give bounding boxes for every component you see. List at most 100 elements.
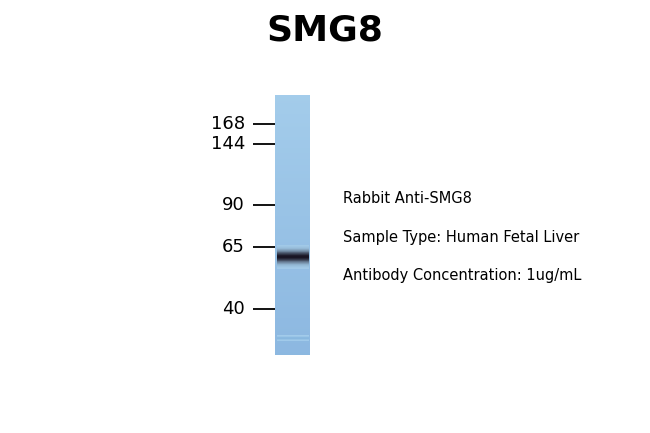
Bar — [275, 226, 311, 227]
Bar — [275, 236, 311, 237]
Bar — [275, 351, 311, 352]
Bar — [275, 230, 311, 231]
Bar — [275, 193, 311, 194]
Text: 40: 40 — [222, 301, 245, 318]
Bar — [275, 265, 311, 266]
Bar — [275, 213, 311, 214]
Bar — [275, 271, 311, 272]
Bar — [275, 346, 311, 347]
Bar — [275, 337, 311, 338]
Bar — [275, 320, 311, 321]
Bar — [275, 274, 311, 275]
Bar — [275, 115, 311, 116]
Bar — [275, 332, 311, 333]
Bar — [275, 256, 311, 257]
Bar — [275, 343, 311, 344]
Bar — [275, 264, 311, 265]
Bar — [275, 210, 311, 211]
Bar — [275, 336, 311, 337]
Bar — [275, 158, 311, 159]
Bar — [275, 284, 311, 285]
Bar — [275, 338, 311, 339]
Bar — [275, 195, 311, 196]
Bar — [275, 100, 311, 101]
Bar — [275, 120, 311, 121]
Bar — [275, 144, 311, 145]
Bar — [275, 181, 311, 182]
Bar — [275, 156, 311, 157]
Bar — [275, 203, 311, 204]
Bar — [275, 151, 311, 152]
Bar — [275, 249, 311, 250]
Bar — [275, 311, 311, 312]
Bar — [275, 287, 311, 288]
Bar — [275, 202, 311, 203]
Bar — [275, 349, 311, 350]
Bar — [275, 135, 311, 136]
Bar — [275, 242, 311, 243]
Bar — [275, 116, 311, 117]
Bar — [275, 121, 311, 122]
Bar — [275, 331, 311, 332]
Bar — [275, 339, 311, 340]
Bar — [275, 108, 311, 109]
Bar — [275, 280, 311, 281]
Bar — [275, 241, 311, 242]
Bar — [275, 238, 311, 239]
Bar — [275, 286, 311, 287]
Bar — [275, 200, 311, 201]
Bar — [275, 99, 311, 100]
Bar — [275, 137, 311, 138]
Bar — [275, 220, 311, 221]
Bar — [275, 277, 311, 278]
Bar — [275, 149, 311, 150]
Bar — [275, 117, 311, 118]
Bar — [275, 118, 311, 119]
Bar — [275, 103, 311, 104]
Bar — [275, 159, 311, 160]
Bar — [275, 173, 311, 174]
Bar — [275, 98, 311, 99]
Bar — [275, 138, 311, 139]
Bar — [275, 172, 311, 173]
Bar — [275, 166, 311, 167]
Bar — [275, 180, 311, 181]
Bar — [275, 327, 311, 328]
Bar — [275, 300, 311, 301]
Bar — [275, 279, 311, 280]
Text: 168: 168 — [211, 115, 245, 133]
Bar — [275, 171, 311, 172]
Bar — [275, 124, 311, 125]
Bar — [275, 335, 311, 336]
Bar — [275, 157, 311, 158]
Bar — [275, 342, 311, 343]
Bar — [275, 107, 311, 108]
Bar — [275, 194, 311, 195]
Bar — [275, 298, 311, 299]
Bar — [275, 127, 311, 128]
Bar — [275, 111, 311, 112]
Bar — [275, 234, 311, 235]
Bar — [275, 201, 311, 202]
Bar — [275, 186, 311, 187]
Bar — [275, 179, 311, 180]
Bar — [275, 153, 311, 154]
Bar — [275, 104, 311, 105]
Bar — [275, 131, 311, 132]
Bar — [275, 177, 311, 178]
Bar — [275, 251, 311, 252]
Bar — [275, 106, 311, 107]
Bar — [275, 288, 311, 289]
Bar — [275, 221, 311, 222]
Bar — [275, 123, 311, 124]
Bar — [275, 348, 311, 349]
Bar — [275, 211, 311, 212]
Bar — [275, 209, 311, 210]
Bar — [275, 240, 311, 241]
Bar — [275, 326, 311, 327]
Bar — [275, 207, 311, 208]
Bar — [275, 169, 311, 170]
Bar — [275, 318, 311, 319]
Bar — [275, 126, 311, 127]
Bar — [275, 347, 311, 348]
